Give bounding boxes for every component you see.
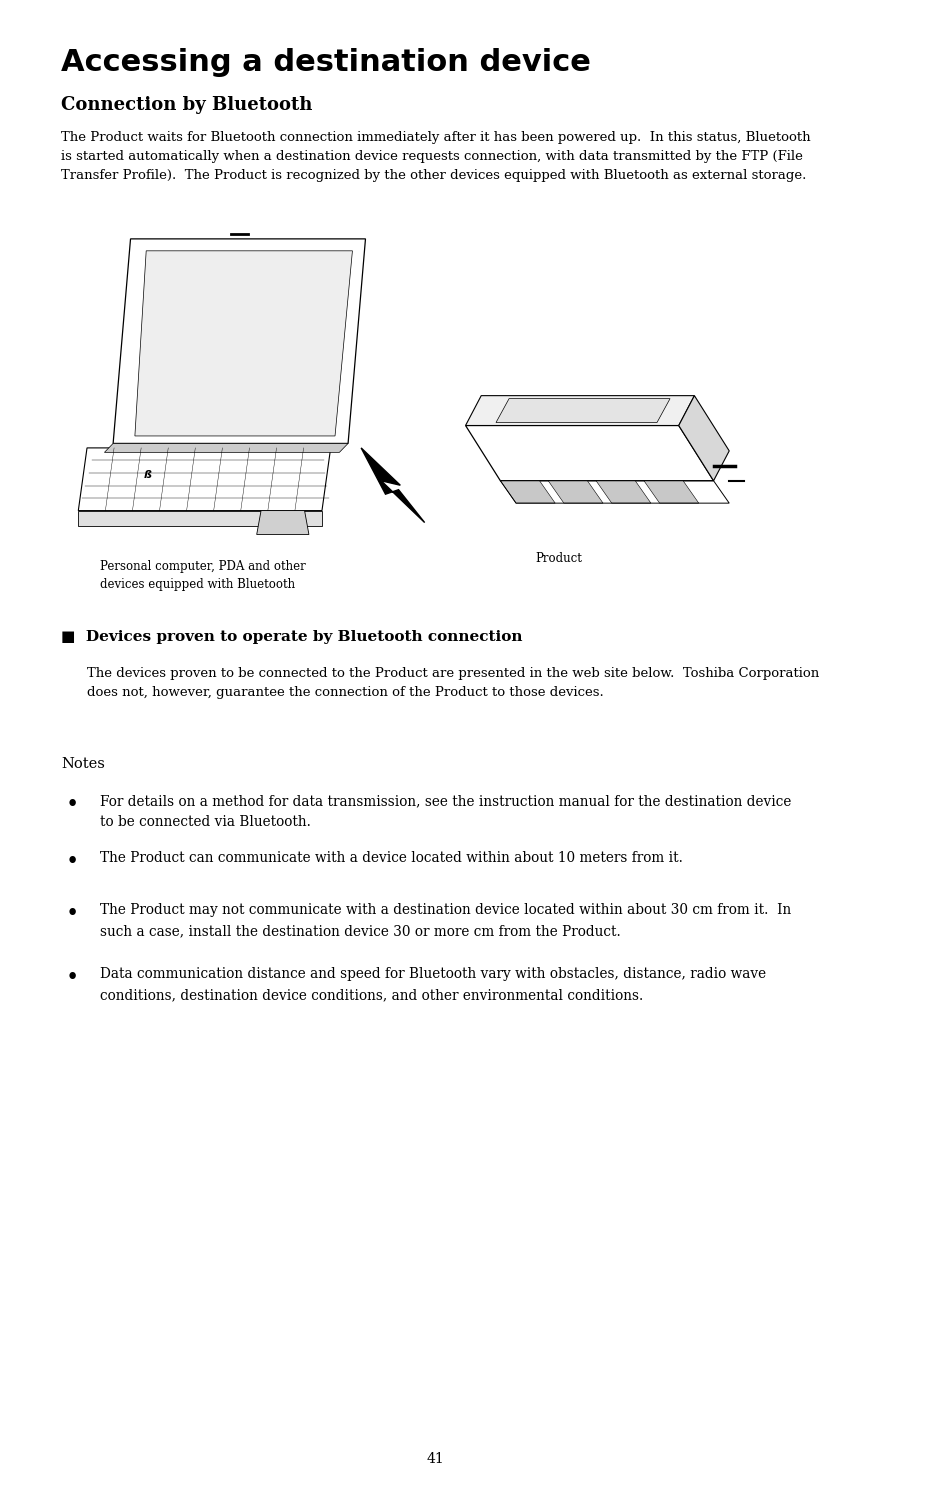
Text: The Product waits for Bluetooth connection immediately after it has been powered: The Product waits for Bluetooth connecti… bbox=[61, 131, 811, 182]
Text: ß: ß bbox=[143, 470, 152, 479]
Text: The devices proven to be connected to the Product are presented in the web site : The devices proven to be connected to th… bbox=[87, 667, 819, 699]
Text: •: • bbox=[65, 851, 78, 873]
Text: •: • bbox=[65, 967, 78, 990]
Text: Data communication distance and speed for Bluetooth vary with obstacles, distanc: Data communication distance and speed fo… bbox=[100, 967, 767, 1002]
Text: Connection by Bluetooth: Connection by Bluetooth bbox=[61, 96, 312, 113]
Text: ■  Devices proven to operate by Bluetooth connection: ■ Devices proven to operate by Bluetooth… bbox=[61, 630, 522, 643]
Polygon shape bbox=[596, 481, 651, 503]
Polygon shape bbox=[78, 448, 330, 511]
Text: For details on a method for data transmission, see the instruction manual for th: For details on a method for data transmi… bbox=[100, 794, 791, 829]
Polygon shape bbox=[78, 511, 322, 526]
Text: Accessing a destination device: Accessing a destination device bbox=[61, 48, 591, 76]
Polygon shape bbox=[496, 399, 670, 423]
Polygon shape bbox=[465, 396, 695, 426]
Text: •: • bbox=[65, 794, 78, 817]
Polygon shape bbox=[113, 239, 365, 443]
Polygon shape bbox=[105, 443, 348, 452]
Text: 41: 41 bbox=[427, 1453, 444, 1466]
Polygon shape bbox=[362, 448, 425, 523]
Text: Personal computer, PDA and other
devices equipped with Bluetooth: Personal computer, PDA and other devices… bbox=[100, 560, 306, 591]
Polygon shape bbox=[644, 481, 699, 503]
Text: Notes: Notes bbox=[61, 757, 105, 770]
Polygon shape bbox=[500, 481, 555, 503]
Text: Product: Product bbox=[535, 552, 582, 566]
Text: The Product can communicate with a device located within about 10 meters from it: The Product can communicate with a devic… bbox=[100, 851, 683, 864]
Polygon shape bbox=[135, 251, 352, 436]
Text: •: • bbox=[65, 903, 78, 926]
Polygon shape bbox=[465, 426, 714, 481]
Polygon shape bbox=[257, 511, 309, 534]
Polygon shape bbox=[548, 481, 603, 503]
Polygon shape bbox=[679, 396, 729, 481]
Text: The Product may not communicate with a destination device located within about 3: The Product may not communicate with a d… bbox=[100, 903, 791, 938]
